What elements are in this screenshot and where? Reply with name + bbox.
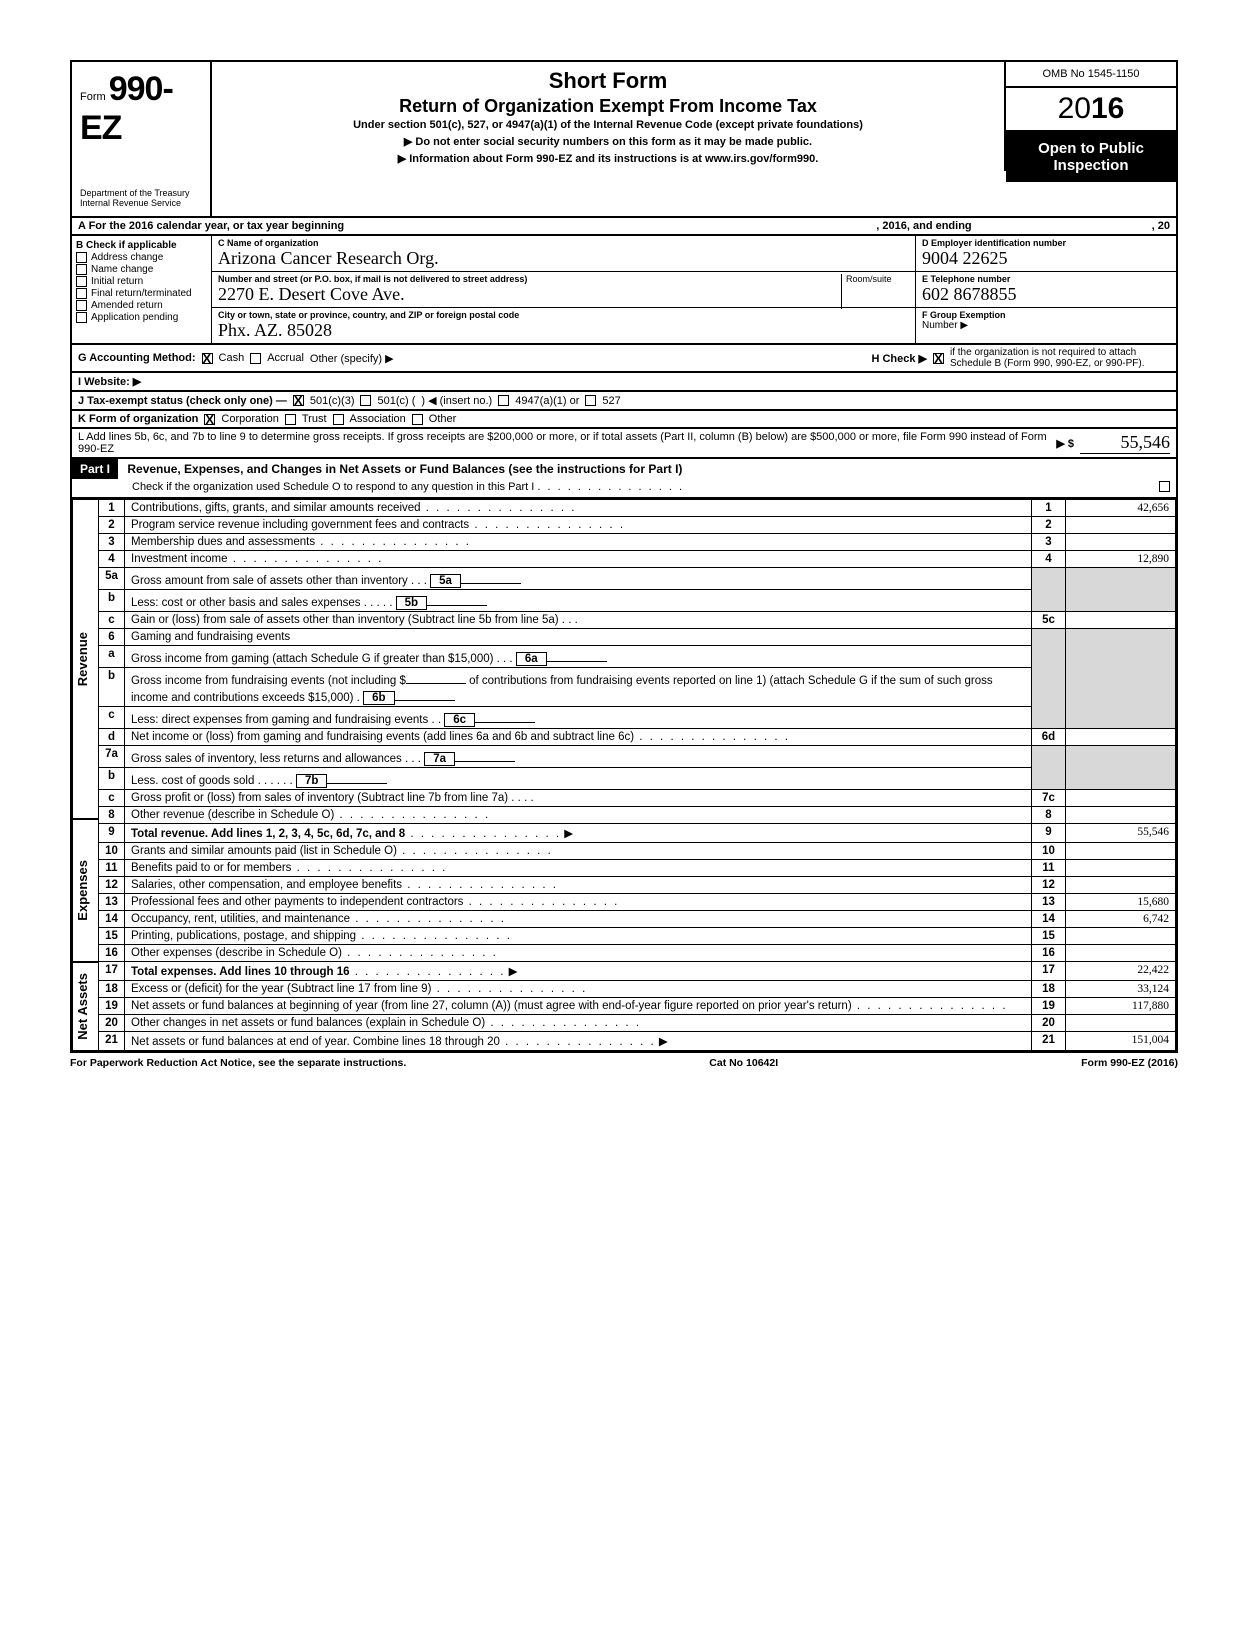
line-1: 1Contributions, gifts, grants, and simil… [99,500,1176,517]
return-title: Return of Organization Exempt From Incom… [222,96,994,117]
line-20: 20Other changes in net assets or fund ba… [99,1015,1176,1032]
line-14: 14Occupancy, rent, utilities, and mainte… [99,911,1176,928]
line-11: 11Benefits paid to or for members11 [99,860,1176,877]
line-15: 15Printing, publications, postage, and s… [99,928,1176,945]
line-13: 13Professional fees and other payments t… [99,894,1176,911]
ssn-notice: ▶ Do not enter social security numbers o… [222,135,994,148]
line-5c: cGain or (loss) from sale of assets othe… [99,612,1176,629]
row-k-form-org: K Form of organization Corporation Trust… [70,411,1178,429]
part-1-header: Part I Revenue, Expenses, and Changes in… [70,459,1178,499]
dept-treasury: Department of the Treasury [80,188,202,198]
identity-grid: B Check if applicable Address change Nam… [70,236,1178,345]
chk-4947[interactable] [498,395,509,406]
line-5a: 5aGross amount from sale of assets other… [99,568,1176,590]
under-section: Under section 501(c), 527, or 4947(a)(1)… [222,119,994,131]
line-9: 9Total revenue. Add lines 1, 2, 3, 4, 5c… [99,824,1176,843]
lines-table: 1Contributions, gifts, grants, and simil… [98,499,1176,1051]
short-form-title: Short Form [222,68,994,94]
phone-label: E Telephone number [922,274,1170,284]
part-1-label: Part I [72,459,118,479]
col-right-ids: D Employer identification number 9004 22… [916,236,1176,343]
row-i-website: I Website: ▶ [70,373,1178,392]
ein-value: 9004 22625 [922,248,1170,269]
page-footer: For Paperwork Reduction Act Notice, see … [70,1053,1178,1073]
line-6c: cLess: direct expenses from gaming and f… [99,707,1176,729]
line-5b: bLess: cost or other basis and sales exp… [99,590,1176,612]
omb-number: OMB No 1545-1150 [1006,62,1176,88]
chk-amended[interactable] [76,300,87,311]
col-b-header: B Check if applicable [76,240,207,251]
part-1-body: Revenue Expenses Net Assets 1Contributio… [70,499,1178,1053]
row-a-tax-year: A For the 2016 calendar year, or tax yea… [70,218,1178,236]
part-1-title: Revenue, Expenses, and Changes in Net As… [121,459,688,479]
street-label: Number and street (or P.O. box, if mail … [218,274,909,284]
form-identifier: Form 990-EZ Department of the Treasury I… [72,62,212,216]
line-4: 4Investment income412,890 [99,551,1176,568]
chk-address-change[interactable] [76,252,87,263]
org-name-value: Arizona Cancer Research Org. [218,248,909,269]
org-name-label: C Name of organization [218,238,909,248]
group-exemption-number: Number ▶ [922,320,1170,331]
chk-final-return[interactable] [76,288,87,299]
chk-cash[interactable] [202,353,213,364]
city-value: Phx. AZ. 85028 [218,320,909,341]
line-6a: aGross income from gaming (attach Schedu… [99,646,1176,668]
line-7c: cGross profit or (loss) from sales of in… [99,790,1176,807]
chk-501c[interactable] [360,395,371,406]
line-12: 12Salaries, other compensation, and empl… [99,877,1176,894]
info-notice: ▶ Information about Form 990-EZ and its … [222,152,994,165]
form-header-right: OMB No 1545-1150 2016 Open to Public Ins… [1006,62,1176,182]
line-19: 19Net assets or fund balances at beginni… [99,998,1176,1015]
form-number: 990-EZ [80,70,173,147]
row-j-tax-status: J Tax-exempt status (check only one) — 5… [70,392,1178,411]
chk-schedule-o[interactable] [1159,481,1170,492]
form-header: Form 990-EZ Department of the Treasury I… [70,60,1178,218]
line-21: 21Net assets or fund balances at end of … [99,1032,1176,1051]
open-to-public: Open to Public Inspection [1006,132,1176,182]
chk-association[interactable] [333,414,344,425]
city-label: City or town, state or province, country… [218,310,909,320]
irs-label: Internal Revenue Service [80,198,202,208]
col-c-org-info: C Name of organization Arizona Cancer Re… [212,236,916,343]
line-17: 17Total expenses. Add lines 10 through 1… [99,962,1176,981]
side-labels: Revenue Expenses Net Assets [72,499,98,1051]
chk-527[interactable] [585,395,596,406]
paperwork-notice: For Paperwork Reduction Act Notice, see … [70,1057,406,1069]
room-suite-label: Room/suite [841,274,911,309]
chk-application-pending[interactable] [76,312,87,323]
row-l-gross-receipts: L Add lines 5b, 6c, and 7b to line 9 to … [70,429,1178,459]
line-7a: 7aGross sales of inventory, less returns… [99,746,1176,768]
col-b-checkboxes: B Check if applicable Address change Nam… [72,236,212,343]
line-8: 8Other revenue (describe in Schedule O)8 [99,807,1176,824]
catalog-number: Cat No 10642I [709,1057,778,1069]
phone-value: 602 8678855 [922,284,1170,305]
group-exemption-label: F Group Exemption [922,310,1170,320]
line-6d: dNet income or (loss) from gaming and fu… [99,729,1176,746]
line-6b: bGross income from fundraising events (n… [99,668,1176,707]
chk-schedule-b[interactable] [933,353,944,364]
line-2: 2Program service revenue including gover… [99,517,1176,534]
line-16: 16Other expenses (describe in Schedule O… [99,945,1176,962]
tax-year: 2016 [1006,88,1176,132]
chk-corporation[interactable] [204,414,215,425]
chk-other-org[interactable] [412,414,423,425]
row-g-h: G Accounting Method: Cash Accrual Other … [70,345,1178,373]
chk-trust[interactable] [285,414,296,425]
street-value: 2270 E. Desert Cove Ave. [218,284,909,305]
chk-name-change[interactable] [76,264,87,275]
form-footer-id: Form 990-EZ (2016) [1081,1057,1178,1069]
ein-label: D Employer identification number [922,238,1170,248]
line-10: 10Grants and similar amounts paid (list … [99,843,1176,860]
form-title-center: Short Form Return of Organization Exempt… [212,62,1006,171]
chk-501c3[interactable] [293,395,304,406]
chk-initial-return[interactable] [76,276,87,287]
form-prefix: Form [80,91,106,103]
line-6: 6Gaming and fundraising events [99,629,1176,646]
line-7b: bLess. cost of goods sold . . . . . . 7b [99,768,1176,790]
line-3: 3Membership dues and assessments3 [99,534,1176,551]
chk-accrual[interactable] [250,353,261,364]
gross-receipts-value: 55,546 [1080,432,1170,454]
line-18: 18Excess or (deficit) for the year (Subt… [99,981,1176,998]
